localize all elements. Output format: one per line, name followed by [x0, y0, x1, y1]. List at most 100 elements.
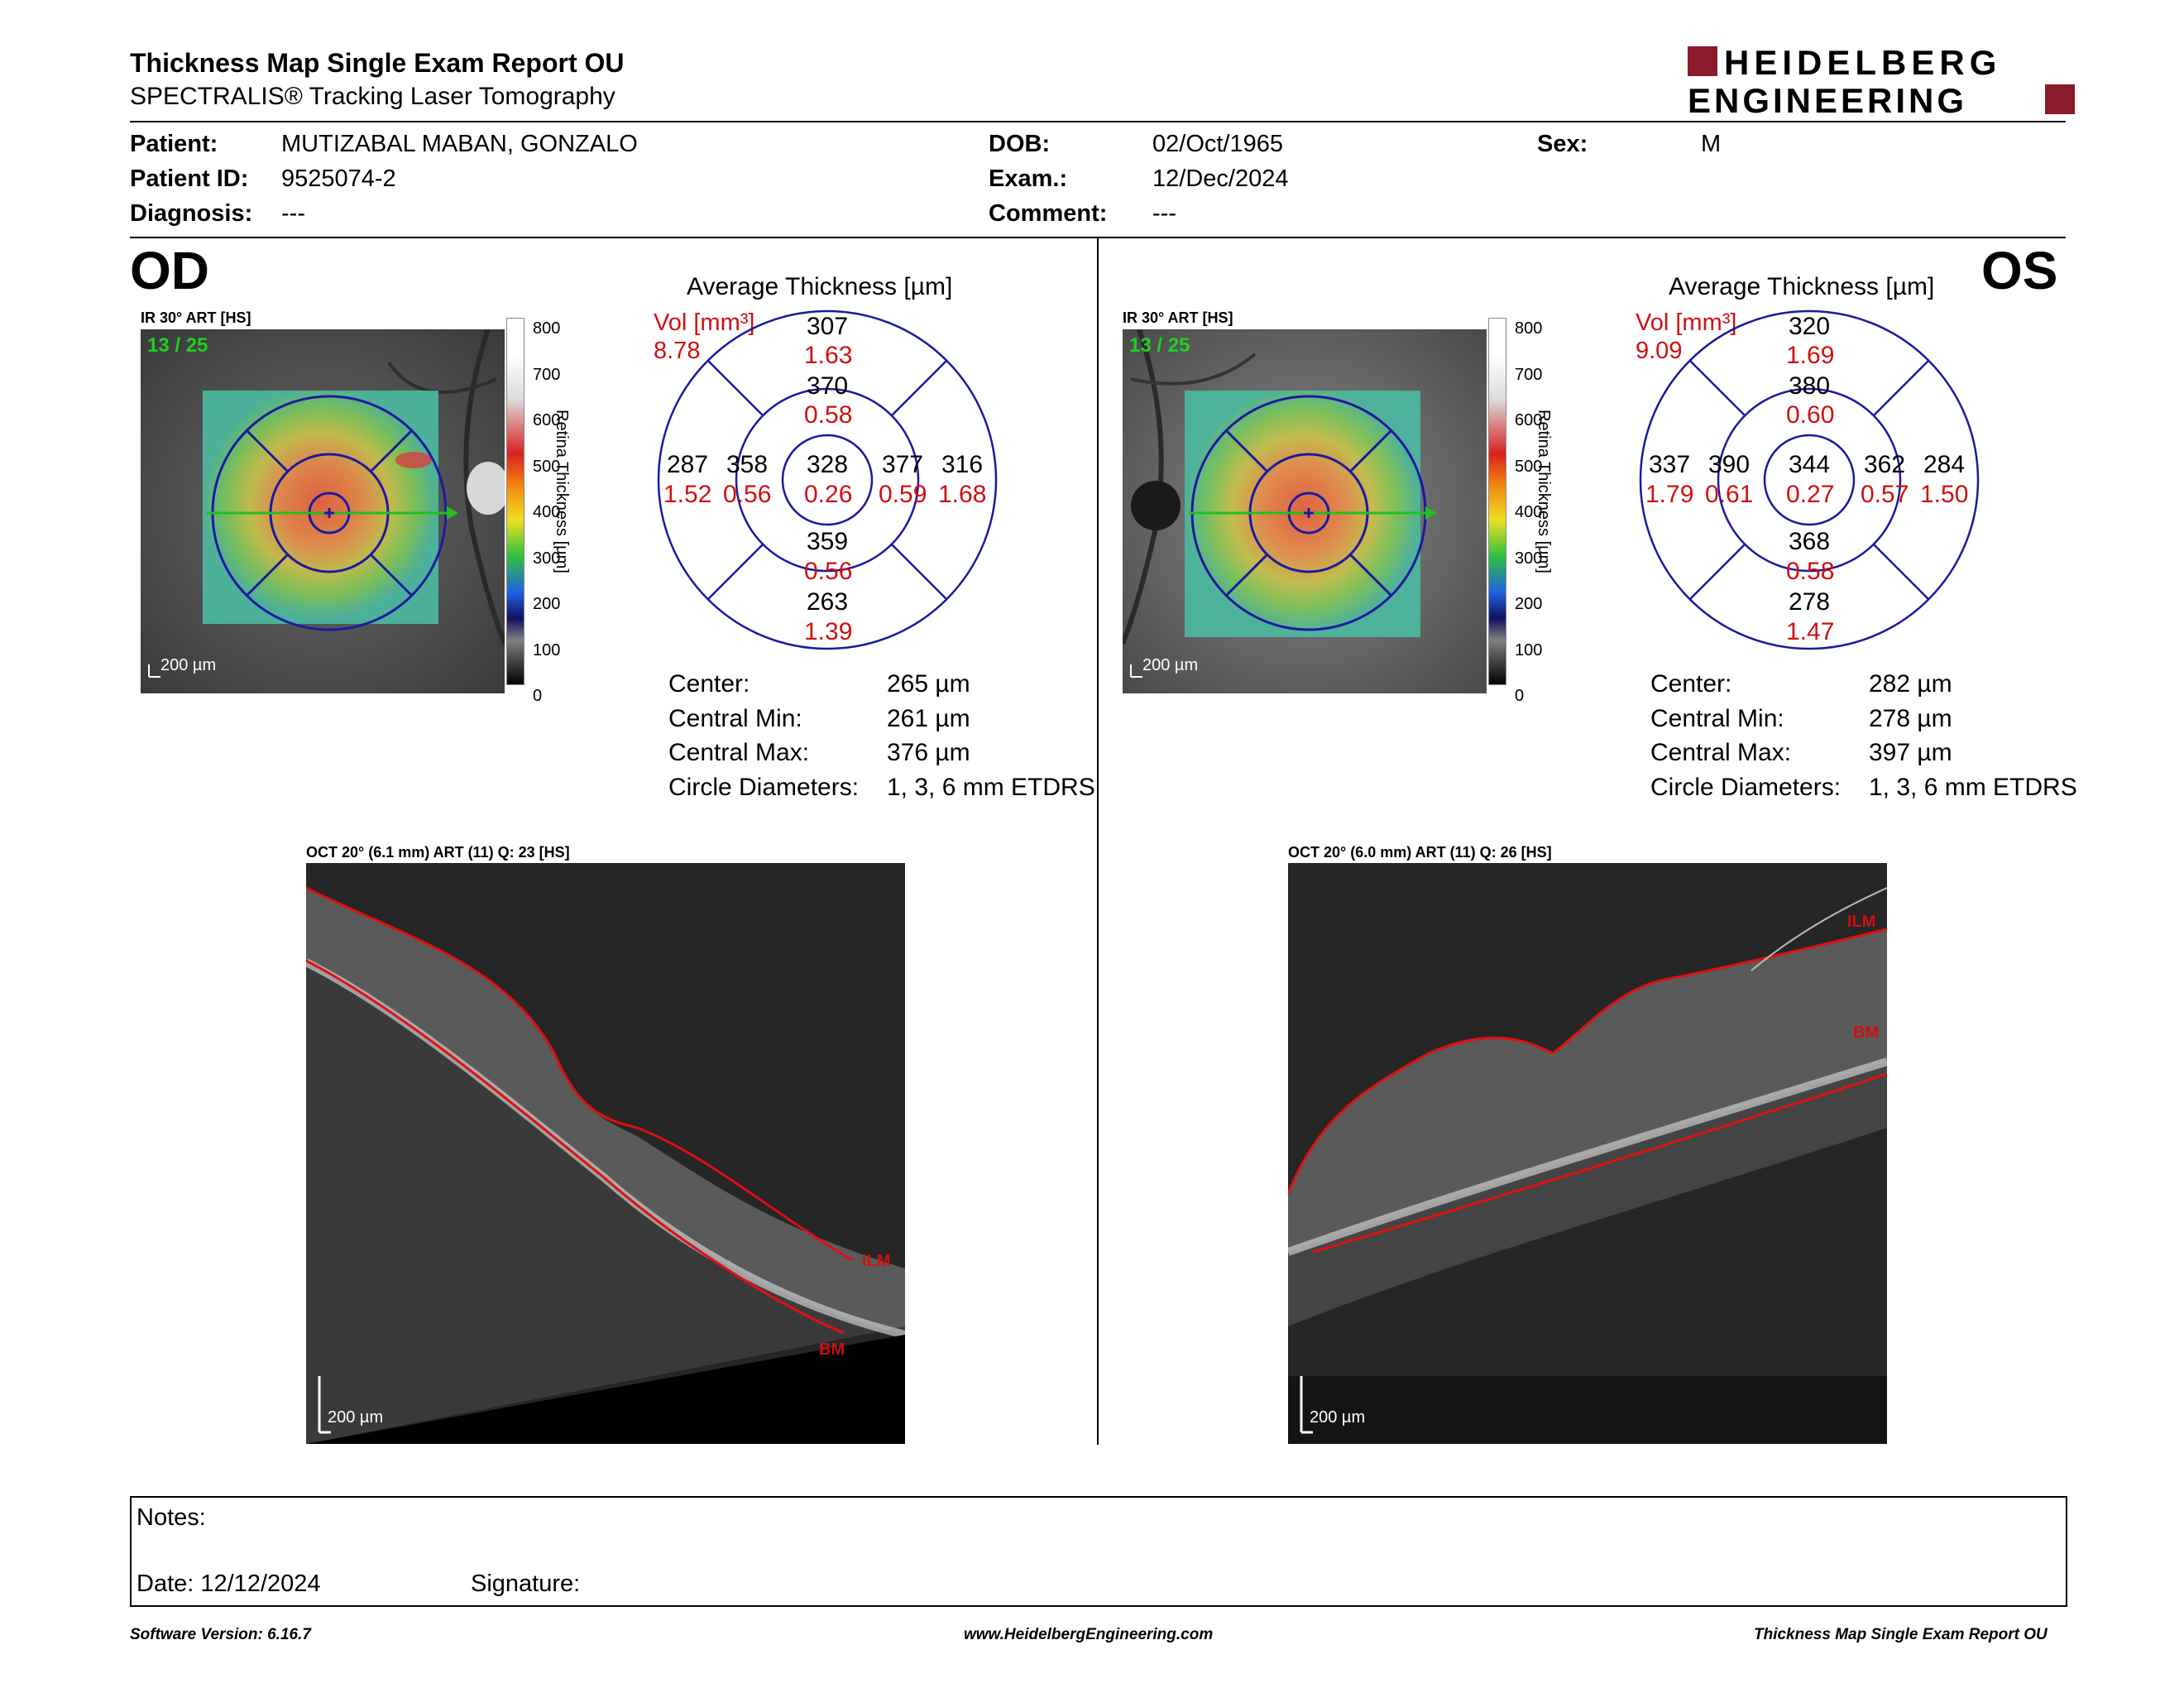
os-tick: 600 — [1515, 411, 1543, 429]
os-oct-label: OCT 20° (6.0 mm) ART (11) Q: 26 [HS] — [1288, 844, 1552, 861]
logo-square-bottom — [2045, 84, 2075, 114]
comment-label: Comment: — [989, 200, 1108, 227]
logo-text-1: HEIDELBERG — [1724, 43, 2001, 82]
od-outer-right-thickness: 316 — [941, 451, 984, 478]
od-tick: 300 — [533, 549, 561, 568]
od-tick: 400 — [533, 503, 561, 521]
od-inner-bottom-volume: 0.56 — [804, 558, 853, 585]
os-oct-scale: 200 µm — [1310, 1408, 1366, 1427]
od-colorbar — [506, 318, 524, 685]
os-central-min-label: Central Min: — [1650, 705, 1784, 732]
os-colorbar — [1488, 318, 1506, 685]
od-vol-label: Vol [mm³] — [654, 309, 755, 336]
software-version: Software Version: 6.16.7 — [130, 1626, 311, 1643]
od-central-min-value: 261 µm — [887, 705, 970, 732]
od-outer-left-thickness: 287 — [667, 451, 709, 478]
sex-label: Sex: — [1537, 131, 1588, 157]
od-outer-bottom-thickness: 263 — [806, 588, 849, 616]
od-outer-top-volume: 1.63 — [804, 342, 853, 369]
exam-label: Exam.: — [989, 165, 1068, 192]
patient-name: MUTIZABAL MABAN, GONZALO — [281, 131, 638, 157]
od-oct-label: OCT 20° (6.1 mm) ART (11) Q: 23 [HS] — [306, 844, 570, 861]
od-center-volume: 0.26 — [804, 481, 853, 508]
date-label: Date: 12/12/2024 — [136, 1571, 321, 1597]
od-circle-diameters-label: Circle Diameters: — [668, 774, 860, 801]
report-title: Thickness Map Single Exam Report OU — [130, 48, 625, 78]
od-oct-scale: 200 µm — [328, 1408, 384, 1427]
od-tick: 100 — [533, 640, 561, 659]
os-outer-left-volume: 1.79 — [1645, 481, 1694, 508]
od-center-thickness: 328 — [806, 451, 849, 478]
od-tick: 500 — [533, 457, 561, 476]
od-ir-label: IR 30° ART [HS] — [141, 309, 251, 326]
notes-label: Notes: — [136, 1504, 206, 1531]
os-inner-right-volume: 0.57 — [1861, 481, 1909, 508]
od-central-max-label: Central Max: — [668, 739, 810, 766]
os-fundus-image — [1123, 329, 1487, 693]
od-inner-right-thickness: 377 — [882, 451, 924, 478]
od-outer-right-volume: 1.68 — [938, 481, 987, 508]
os-ilm-label: ILM — [1847, 913, 1876, 931]
od-vol-value: 8.78 — [654, 338, 701, 364]
notes-box[interactable]: Notes: Date: 12/12/2024 Signature: — [130, 1496, 2067, 1607]
website-link[interactable]: www.HeidelbergEngineering.com — [964, 1626, 1214, 1643]
os-tick: 200 — [1515, 595, 1543, 613]
diagnosis-label: Diagnosis: — [130, 200, 253, 227]
dob-label: DOB: — [989, 131, 1051, 157]
os-outer-right-thickness: 284 — [1923, 451, 1966, 478]
od-inner-top-thickness: 370 — [806, 372, 849, 400]
os-inner-top-volume: 0.60 — [1786, 401, 1835, 429]
os-tick: 300 — [1515, 549, 1543, 568]
od-colorbar-title: Retina Thickness [µm] — [553, 410, 571, 573]
od-tick: 0 — [533, 687, 543, 705]
os-inner-left-volume: 0.61 — [1705, 481, 1754, 508]
os-inner-left-thickness: 390 — [1708, 451, 1751, 478]
report-subtitle: SPECTRALIS® Tracking Laser Tomography — [130, 83, 615, 110]
os-tick: 500 — [1515, 457, 1543, 476]
os-central-max-label: Central Max: — [1650, 739, 1792, 766]
os-outer-top-thickness: 320 — [1788, 313, 1831, 340]
os-center-volume: 0.27 — [1786, 481, 1835, 508]
patient-id: 9525074-2 — [281, 165, 396, 192]
os-center-label: Center: — [1650, 670, 1732, 698]
od-inner-right-volume: 0.59 — [879, 481, 927, 508]
od-tick: 200 — [533, 595, 561, 613]
os-outer-top-volume: 1.69 — [1786, 342, 1835, 369]
od-outer-bottom-volume: 1.39 — [804, 618, 853, 645]
od-outer-top-thickness: 307 — [806, 313, 849, 340]
os-avg-title: Average Thickness [µm] — [1669, 273, 1935, 300]
os-vol-label: Vol [mm³] — [1636, 309, 1737, 336]
os-outer-bottom-volume: 1.47 — [1786, 618, 1835, 645]
os-inner-top-thickness: 380 — [1788, 372, 1831, 400]
os-outer-left-thickness: 337 — [1649, 451, 1691, 478]
od-inner-left-thickness: 358 — [726, 451, 769, 478]
od-inner-top-volume: 0.58 — [804, 401, 853, 429]
od-ilm-label: ILM — [862, 1252, 891, 1270]
dob-value: 02/Oct/1965 — [1152, 131, 1283, 157]
od-center-value: 265 µm — [887, 670, 970, 698]
os-inner-bottom-thickness: 368 — [1788, 528, 1831, 555]
footer-report-name: Thickness Map Single Exam Report OU — [1754, 1626, 2048, 1643]
os-central-max-value: 397 µm — [1869, 739, 1952, 766]
os-tick: 700 — [1515, 365, 1543, 384]
od-scale-label: 200 µm — [160, 656, 217, 674]
od-eye-label: OD — [130, 241, 209, 300]
os-tick: 100 — [1515, 640, 1543, 659]
od-outer-left-volume: 1.52 — [663, 481, 712, 508]
logo-text-2: ENGINEERING — [1688, 81, 1967, 117]
signature-label: Signature: — [471, 1571, 581, 1597]
header-divider — [130, 121, 2066, 122]
od-tick: 800 — [533, 319, 561, 338]
os-ir-label: IR 30° ART [HS] — [1123, 309, 1233, 326]
os-outer-bottom-thickness: 278 — [1788, 588, 1831, 616]
os-oct-bscan — [1288, 863, 1887, 1444]
patient-label: Patient: — [130, 131, 218, 157]
diagnosis-value: --- — [281, 200, 305, 227]
logo-square-top — [1688, 46, 1717, 76]
os-bm-label: BM — [1853, 1024, 1880, 1042]
od-oct-bscan — [306, 863, 905, 1444]
patient-divider — [130, 237, 2066, 238]
od-colorbar-ticks: 800 700 600 500 400 300 200 100 0 — [533, 306, 560, 720]
os-circle-diameters-label: Circle Diameters: — [1650, 774, 1842, 801]
od-central-min-label: Central Min: — [668, 705, 802, 732]
